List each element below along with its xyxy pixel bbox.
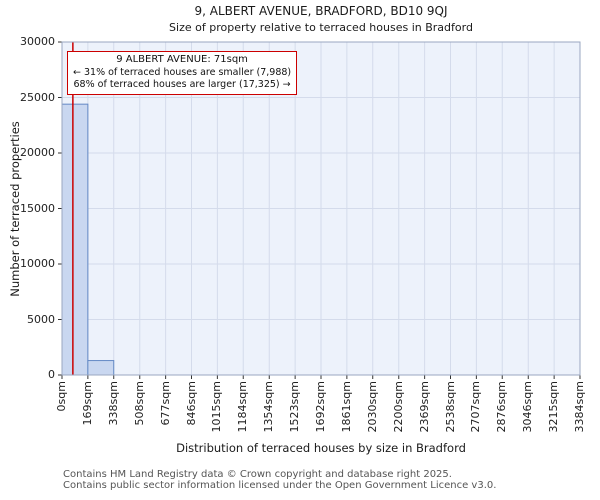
chart-subtitle: Size of property relative to terraced ho… — [169, 21, 473, 34]
y-axis-label: Number of terraced properties — [8, 121, 22, 297]
annotation-smaller: ← 31% of terraced houses are smaller (7,… — [73, 66, 292, 78]
plot-border — [61, 41, 581, 376]
footer-attribution: Contains HM Land Registry data © Crown c… — [63, 469, 496, 491]
annotation-larger: 68% of terraced houses are larger (17,32… — [73, 79, 291, 90]
footer-line-1: Contains HM Land Registry data © Crown c… — [63, 469, 452, 480]
annotation-property: 9 ALBERT AVENUE: 71sqm — [116, 54, 248, 65]
x-axis-label: Distribution of terraced houses by size … — [176, 441, 466, 455]
chart-title: 9, ALBERT AVENUE, BRADFORD, BD10 9QJ — [194, 4, 448, 18]
footer-line-2: Contains public sector information licen… — [63, 480, 497, 491]
histogram-bar — [87, 360, 115, 376]
histogram-bar — [61, 103, 89, 376]
annotation-box: 9 ALBERT AVENUE: 71sqm ← 31% of terraced… — [67, 51, 298, 95]
axis-ticks — [58, 41, 581, 379]
bars — [61, 103, 115, 376]
